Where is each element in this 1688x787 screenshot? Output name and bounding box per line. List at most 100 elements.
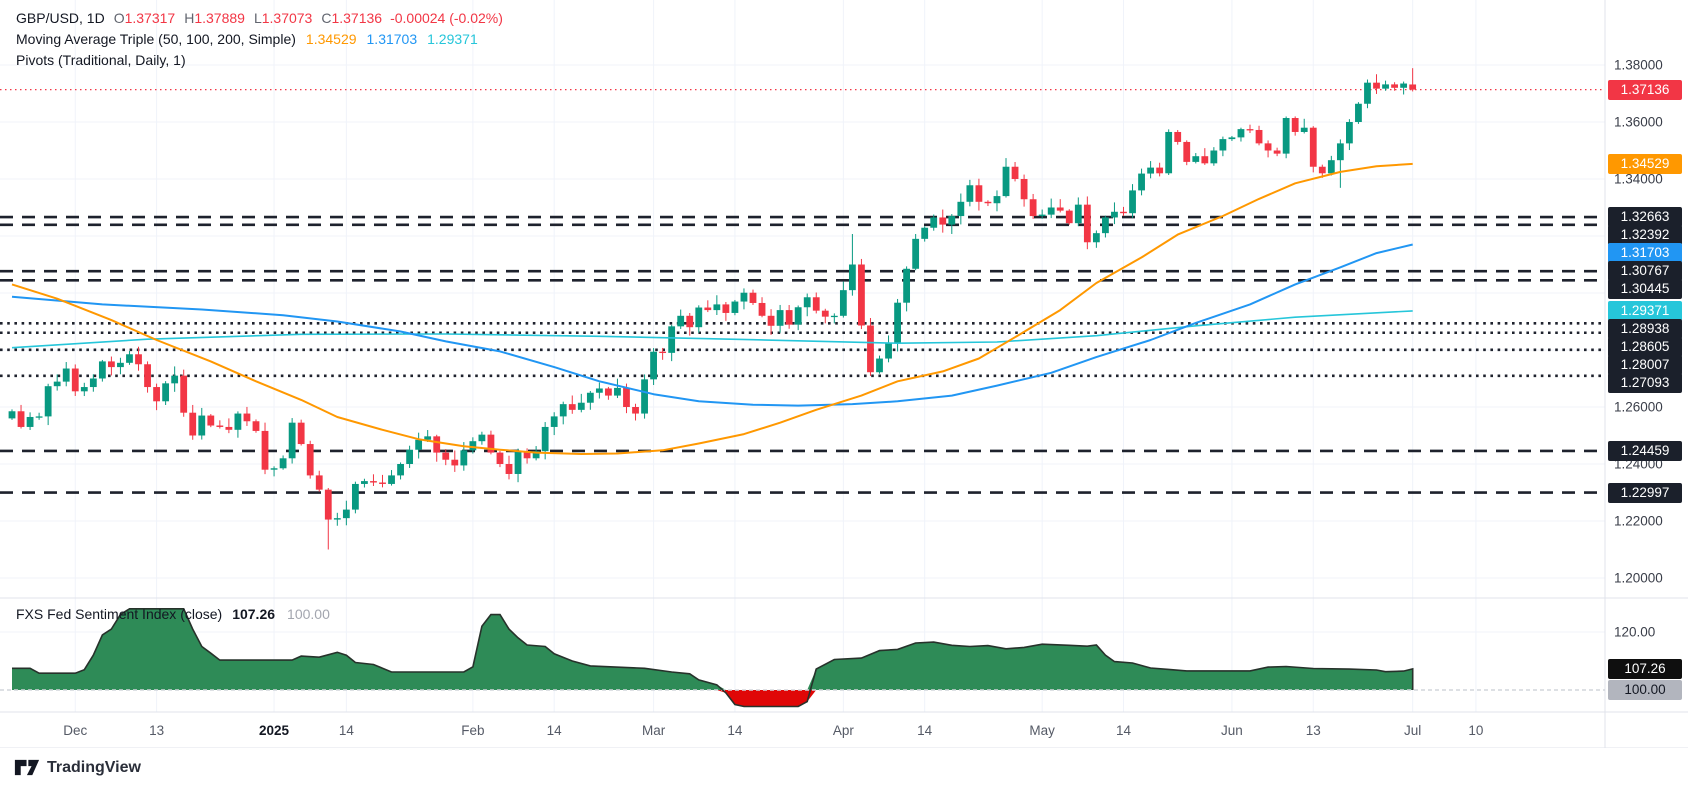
- candle: [686, 315, 694, 328]
- candle: [370, 481, 377, 483]
- candle: [1056, 207, 1064, 211]
- candle: [252, 421, 260, 431]
- candle: [1219, 139, 1227, 151]
- candle: [1273, 150, 1281, 154]
- candle: [876, 358, 883, 373]
- price-axis-label: 1.38000: [1614, 57, 1663, 73]
- candle: [812, 297, 820, 311]
- candle: [677, 315, 685, 327]
- candle: [1228, 137, 1236, 140]
- candle: [487, 434, 495, 453]
- sentiment-badge: 107.26: [1608, 658, 1682, 679]
- time-tick: Jun: [1221, 723, 1243, 738]
- candle: [162, 383, 170, 402]
- price-badge: 1.32663: [1608, 207, 1682, 228]
- sma100-value: 1.31703: [366, 31, 418, 47]
- candle: [623, 387, 630, 407]
- price-badge: 1.22997: [1608, 482, 1682, 503]
- ma-legend-row[interactable]: Moving Average Triple (50, 100, 200, Sim…: [16, 29, 503, 50]
- candle: [704, 307, 712, 311]
- candle: [62, 368, 70, 382]
- pivots-indicator-title: Pivots (Traditional, Daily, 1): [16, 52, 186, 68]
- candle: [1065, 210, 1073, 224]
- sma100-line[interactable]: [11, 243, 1413, 407]
- price-axis-label: 1.22000: [1614, 513, 1663, 529]
- candle: [171, 375, 179, 384]
- candle: [397, 464, 404, 476]
- symbol-legend-row[interactable]: GBP/USD, 1D O 1.37317 H 1.37889 L 1.37073 C…: [16, 8, 503, 29]
- candle: [1192, 156, 1200, 162]
- candle: [478, 434, 486, 442]
- candle: [695, 307, 703, 328]
- price-badge: 1.24459: [1608, 440, 1682, 461]
- time-tick: Apr: [832, 723, 854, 738]
- candle: [1183, 141, 1191, 162]
- candle: [614, 387, 621, 396]
- candle: [1047, 207, 1055, 215]
- candle: [1129, 190, 1136, 214]
- candle: [514, 451, 522, 474]
- candle: [288, 422, 296, 459]
- candle: [1391, 84, 1398, 88]
- candle: [966, 185, 974, 202]
- candle: [89, 378, 97, 388]
- candle: [225, 426, 233, 430]
- candle: [8, 411, 16, 419]
- price-axis-label: 1.36000: [1614, 114, 1663, 130]
- candle: [1373, 82, 1380, 89]
- sma50-line[interactable]: [11, 162, 1413, 455]
- candle: [541, 426, 549, 452]
- candle: [153, 387, 160, 402]
- price-axis-label: 1.26000: [1614, 399, 1663, 415]
- sentiment-legend-row[interactable]: FXS Fed Sentiment Index (close) 107.26 1…: [16, 604, 330, 625]
- candle: [44, 386, 52, 417]
- time-tick: Mar: [641, 723, 666, 738]
- candle: [433, 436, 441, 453]
- candle: [903, 268, 911, 303]
- candle: [1346, 122, 1353, 144]
- time-tick: 14: [338, 723, 354, 738]
- candle: [1083, 204, 1091, 243]
- candle: [496, 452, 504, 464]
- open-value: 1.37317: [124, 10, 176, 26]
- sentiment-line[interactable]: [12, 608, 1414, 708]
- candle: [776, 310, 784, 326]
- candle: [379, 482, 386, 484]
- time-tick: 14: [727, 723, 743, 738]
- time-axis[interactable]: Dec 13 2025 14 Feb 14 Mar 14 Apr 14 May 14 Jun 13 Jul 1…: [0, 712, 1605, 748]
- candle: [388, 475, 395, 484]
- time-tick: 10: [1468, 723, 1484, 738]
- price-axis-label: 1.34000: [1614, 171, 1663, 187]
- sma200-line[interactable]: [11, 310, 1413, 349]
- candle: [659, 351, 667, 354]
- candle: [641, 379, 648, 414]
- candle: [713, 304, 721, 311]
- tradingview-logo[interactable]: TradingView: [14, 758, 141, 777]
- candle: [234, 413, 242, 430]
- price-axis[interactable]: 1.38000 1.36000 1.34000 1.26000 1.24000 1.220…: [1605, 0, 1688, 748]
- candle: [885, 342, 892, 359]
- price-badge: 1.32392: [1608, 225, 1682, 246]
- time-tick: Feb: [461, 723, 485, 738]
- pivots-legend-row[interactable]: Pivots (Traditional, Daily, 1): [16, 50, 503, 71]
- sentiment-axis-label: 120.00: [1614, 624, 1656, 640]
- sentiment-indicator-title: FXS Fed Sentiment Index (close): [16, 606, 223, 622]
- candle: [1165, 131, 1173, 174]
- high-label: H: [184, 10, 195, 26]
- close-label: C: [321, 10, 332, 26]
- candle: [559, 404, 567, 417]
- candle: [1002, 166, 1010, 197]
- candle: [342, 509, 350, 519]
- price-badge: 1.29371: [1608, 300, 1682, 321]
- candle: [261, 430, 269, 470]
- candle: [469, 441, 477, 451]
- candle: [605, 388, 612, 396]
- candle: [351, 483, 359, 510]
- price-badge: 1.30445: [1608, 279, 1682, 300]
- time-tick: 14: [917, 723, 933, 738]
- price-badge: 1.28605: [1608, 336, 1682, 357]
- candle: [1327, 160, 1335, 174]
- candle: [26, 416, 34, 427]
- candle: [1291, 118, 1299, 132]
